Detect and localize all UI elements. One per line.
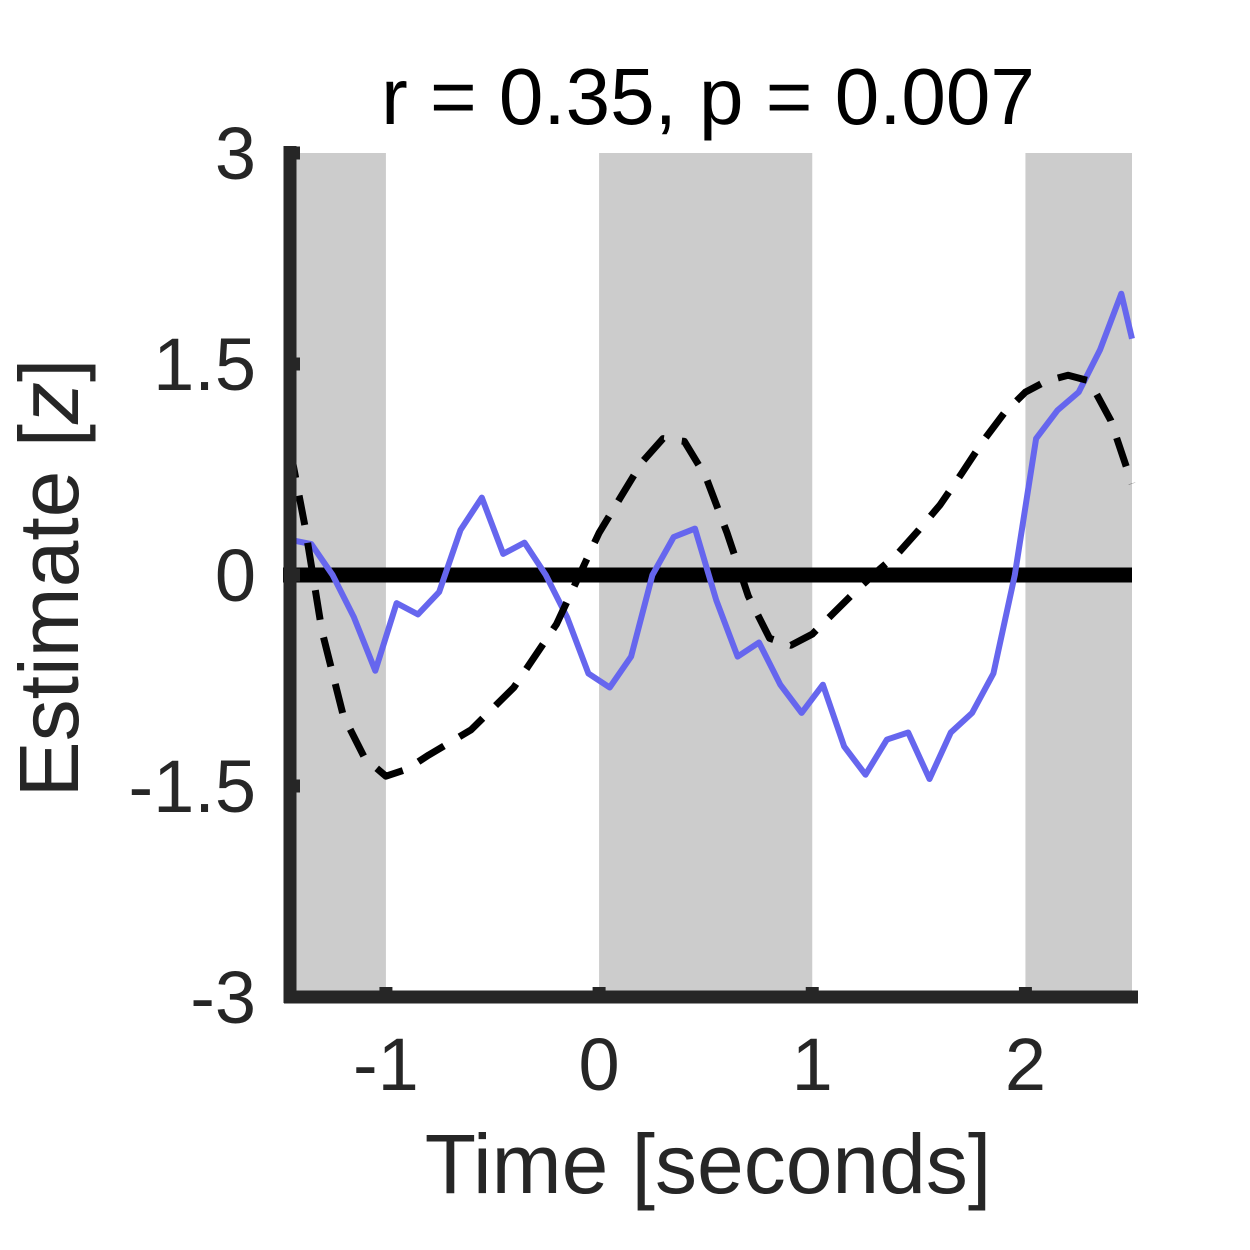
y-tick-labels: -3 -1.5 0 1.5 3	[128, 112, 256, 1039]
x-tick-label-3: 2	[1005, 1023, 1046, 1106]
x-tick-label-1: 0	[579, 1023, 620, 1106]
y-axis-label-var: z	[2, 382, 96, 425]
x-tick-label-2: 1	[792, 1023, 833, 1106]
solid-series-line	[289, 290, 1135, 782]
y-tick-label-4: 3	[215, 112, 256, 195]
axes	[283, 146, 1138, 1004]
y-tick-label-1: -1.5	[128, 745, 256, 828]
x-axis-label: Time [seconds]	[425, 1117, 991, 1211]
y-axis-label-suffix: ]	[2, 359, 96, 382]
y-tick-label-2: 0	[215, 534, 256, 617]
y-tick-label-0: -3	[190, 956, 256, 1039]
y-axis-label-prefix: Estimate [	[2, 424, 96, 797]
y-tick-label-3: 1.5	[153, 323, 256, 406]
x-tick-label-0: -1	[353, 1023, 419, 1106]
x-tick-labels: -1 0 1 2	[353, 1023, 1046, 1106]
series-group	[286, 290, 1136, 782]
y-axis-label: Estimate [z]	[2, 359, 96, 798]
chart-title: r = 0.35, p = 0.007	[381, 52, 1035, 141]
dashed-series-line	[286, 371, 1136, 780]
